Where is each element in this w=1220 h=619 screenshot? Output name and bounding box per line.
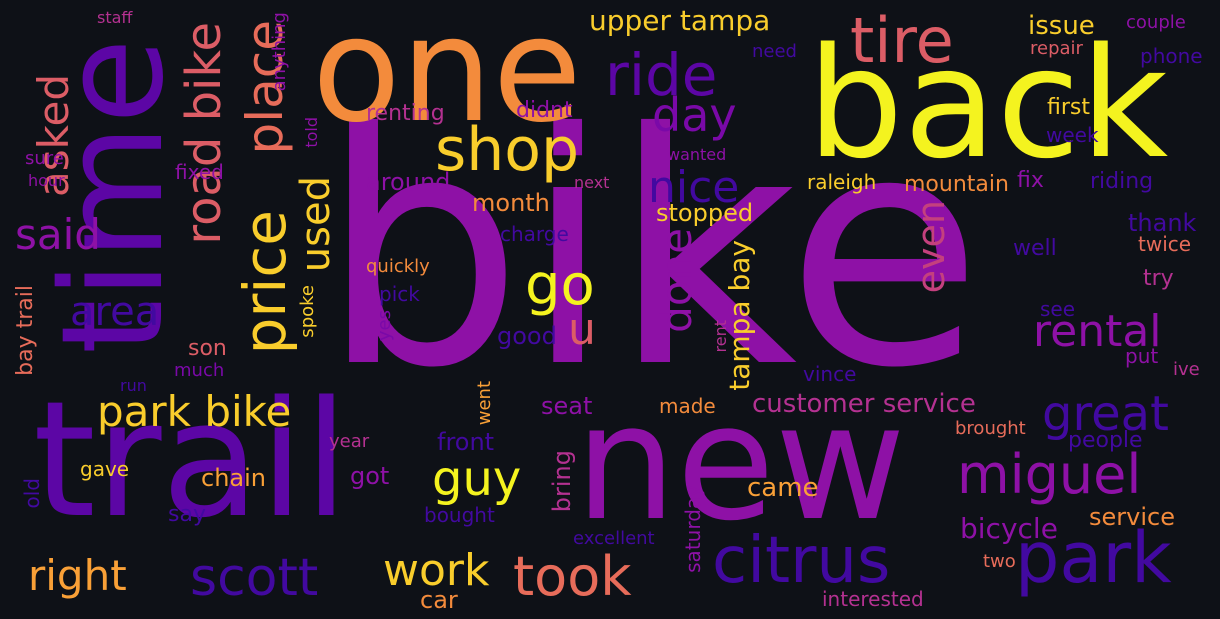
word-pick: pick xyxy=(379,282,420,306)
word-one: one xyxy=(312,0,582,155)
word-old: old xyxy=(20,478,44,509)
word-stopped: stopped xyxy=(656,199,754,227)
word-wanted: wanted xyxy=(667,145,727,164)
word-road-bike: road bike xyxy=(176,22,232,245)
word-try: try xyxy=(1143,266,1174,291)
word-well: well xyxy=(1013,236,1057,261)
word-brought: brought xyxy=(955,418,1026,439)
word-new: new xyxy=(575,369,906,556)
word-scott: scott xyxy=(190,548,319,608)
word-rent: rent xyxy=(711,320,730,353)
word-tire: tire xyxy=(850,4,954,77)
word-sure: sure xyxy=(25,148,64,169)
word-first: first xyxy=(1047,95,1090,120)
word-done: done xyxy=(652,228,701,333)
word-people: people xyxy=(1068,428,1143,453)
word-work: work xyxy=(383,545,490,596)
word-upper-tampa: upper tampa xyxy=(589,4,771,37)
word-front: front xyxy=(437,428,495,456)
word-park-bike: park bike xyxy=(97,387,292,436)
word-area: area xyxy=(70,289,160,335)
word-came: came xyxy=(747,473,819,503)
word-month: month xyxy=(472,189,550,217)
word-two: two xyxy=(983,551,1016,572)
word-vince: vince xyxy=(803,362,857,386)
word-bicycle: bicycle xyxy=(960,512,1058,545)
word-twice: twice xyxy=(1138,232,1192,256)
word-mountain: mountain xyxy=(904,172,1009,197)
word-park: park xyxy=(1015,517,1172,599)
word-say: say xyxy=(168,502,206,527)
word-guy: guy xyxy=(432,451,522,507)
word-chain: chain xyxy=(201,464,266,492)
word-told: told xyxy=(302,117,321,148)
word-bay-trail: bay trail xyxy=(13,285,38,376)
word-fix: fix xyxy=(1017,168,1044,193)
word-gave: gave xyxy=(80,457,130,481)
word-tampa-bay: tampa bay xyxy=(723,240,756,391)
word-trail: trail xyxy=(33,366,349,553)
word-u: u xyxy=(568,304,596,355)
word-took: took xyxy=(513,545,632,608)
word-excellent: excellent xyxy=(573,528,655,549)
word-bike: bike xyxy=(320,66,983,438)
word-said: said xyxy=(15,210,101,259)
word-around: around xyxy=(366,168,451,196)
word-miguel: miguel xyxy=(957,443,1142,506)
word-son: son xyxy=(188,336,227,361)
word-used: used xyxy=(293,176,339,273)
word-made: made xyxy=(659,394,716,418)
word-issue: issue xyxy=(1028,11,1095,41)
word-right: right xyxy=(28,551,127,600)
word-much: much xyxy=(174,360,225,381)
word-anything: anything xyxy=(269,12,290,92)
word-service: service xyxy=(1089,503,1175,531)
word-yes: yes xyxy=(374,310,395,342)
word-quickly: quickly xyxy=(366,256,430,277)
word-riding: riding xyxy=(1090,169,1154,194)
word-rental: rental xyxy=(1033,306,1162,357)
word-back: back xyxy=(807,15,1169,192)
word-interested: interested xyxy=(822,587,924,611)
word-spoke: spoke xyxy=(297,285,318,338)
word-seat: seat xyxy=(541,392,593,420)
word-next: next xyxy=(574,173,610,192)
word-thank: thank xyxy=(1128,209,1197,237)
word-week: week xyxy=(1046,123,1099,147)
word-run: run xyxy=(120,376,147,395)
word-bought: bought xyxy=(424,503,495,527)
word-see: see xyxy=(1040,297,1076,321)
word-citrus: citrus xyxy=(712,524,891,598)
word-went: went xyxy=(474,381,495,426)
word-put: put xyxy=(1125,344,1159,368)
word-car: car xyxy=(420,586,458,614)
word-phone: phone xyxy=(1140,44,1203,68)
word-renting: renting xyxy=(366,101,445,126)
word-got: got xyxy=(350,462,390,490)
word-raleigh: raleigh xyxy=(807,170,877,194)
word-ive: ive xyxy=(1173,359,1200,380)
word-great: great xyxy=(1042,386,1169,442)
word-go: go xyxy=(525,253,595,318)
word-need: need xyxy=(752,41,797,62)
word-hour: hour xyxy=(28,171,65,190)
word-customer-service: customer service xyxy=(752,389,976,419)
word-day: day xyxy=(652,88,737,142)
word-charge: charge xyxy=(500,222,569,246)
word-didnt: didnt xyxy=(516,98,573,123)
word-year: year xyxy=(329,431,370,452)
word-nice: nice xyxy=(648,162,740,213)
word-repair: repair xyxy=(1030,38,1083,59)
word-price: price xyxy=(231,210,299,355)
word-staff: staff xyxy=(97,8,133,27)
word-good: good xyxy=(497,322,557,350)
word-bring: bring xyxy=(548,450,576,513)
word-ride: ride xyxy=(605,41,718,109)
word-saturday: saturday xyxy=(681,485,705,573)
word-couple: couple xyxy=(1126,12,1186,33)
word-shop: shop xyxy=(435,115,580,185)
word-fixed: fixed xyxy=(175,160,224,184)
word-even: even xyxy=(909,200,953,294)
